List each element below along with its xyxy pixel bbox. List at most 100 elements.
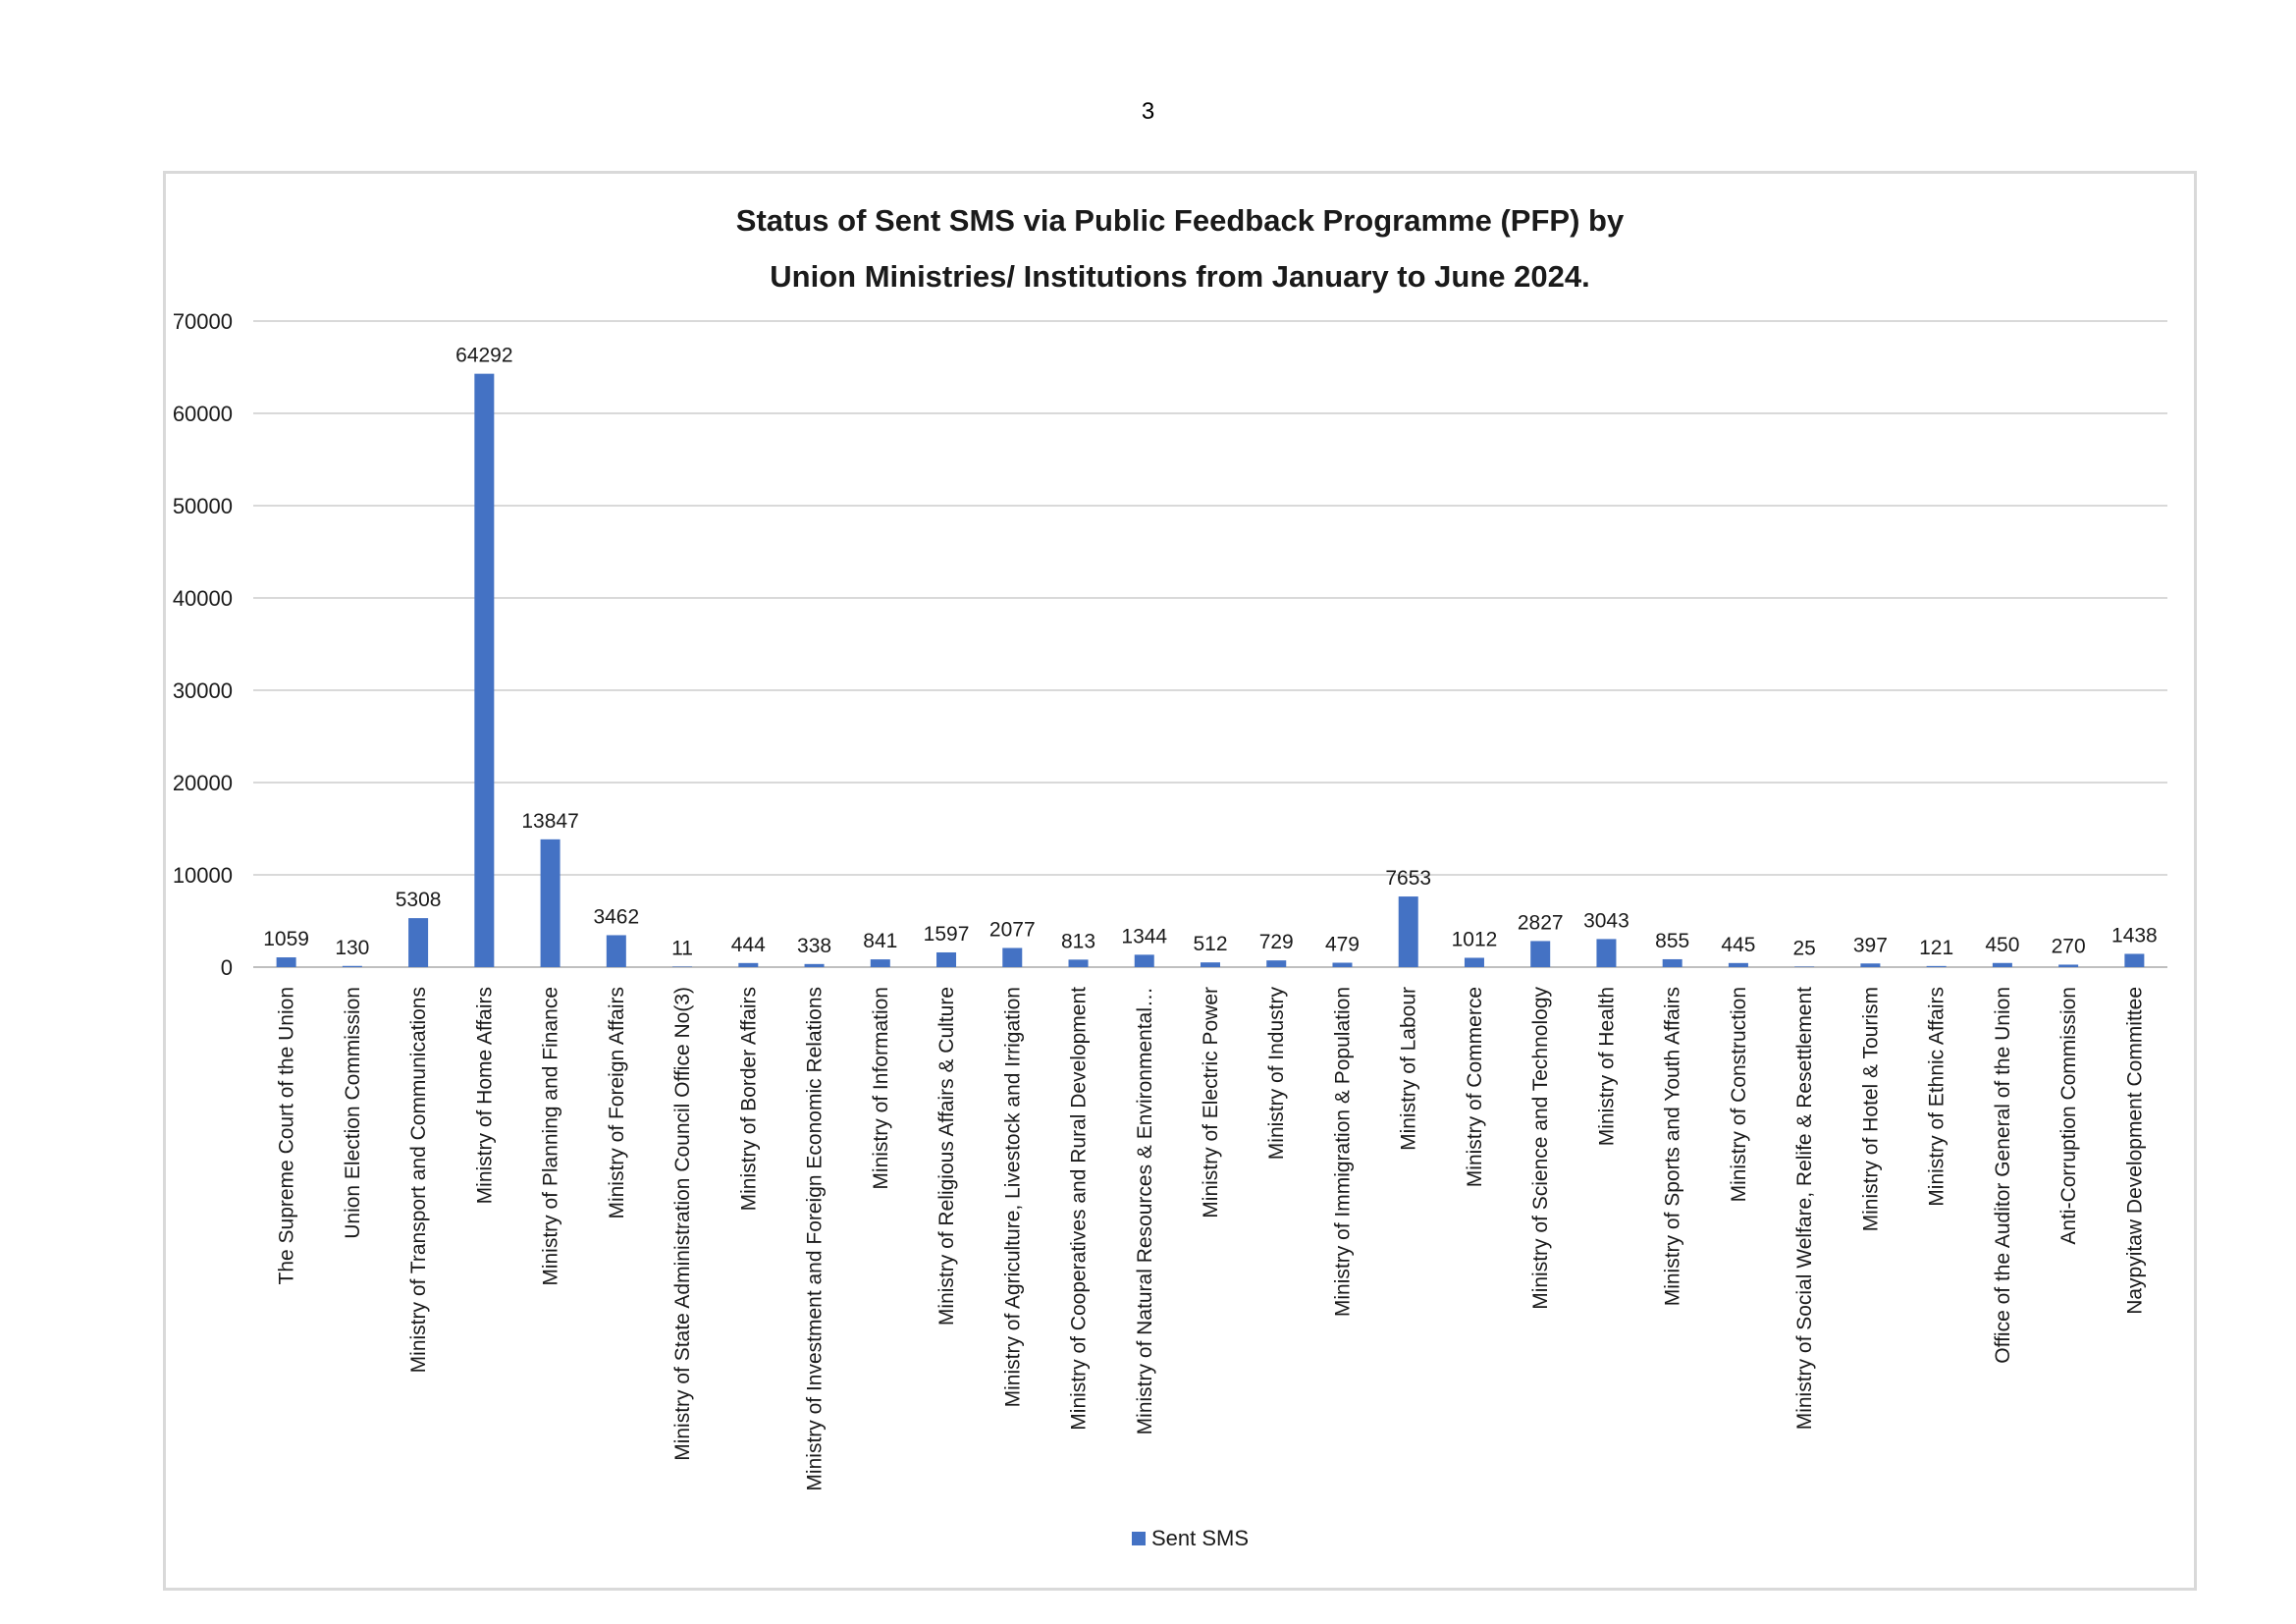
category-label: The Supreme Court of the Union [276,987,298,1285]
data-label: 3462 [593,905,639,928]
data-label: 64292 [455,345,512,367]
data-label: 450 [1985,934,2019,956]
bar [672,966,693,967]
category-label: Ministry of Electric Power [1200,987,1222,1218]
data-label: 2827 [1518,911,1564,934]
data-label: 1059 [263,928,309,950]
bar [1266,960,1287,967]
bar [1926,965,1947,967]
y-tick-label: 70000 [173,309,233,334]
data-label: 25 [1792,938,1815,960]
data-label: 7653 [1385,867,1431,890]
y-tick-label: 50000 [173,494,233,518]
bar [276,957,296,967]
category-label: Anti-Corruption Commission [2057,987,2080,1245]
bar [1794,966,1815,967]
page-number: 3 [1141,98,1155,125]
bars [276,373,2145,967]
chart-title-line-2: Union Ministries/ Institutions from Janu… [770,259,1589,294]
bar [1992,962,2012,967]
y-tick-label: 10000 [173,863,233,888]
category-label: Ministry of Home Affairs [473,987,496,1204]
category-label: Ministry of Transport and Communications [407,987,430,1373]
legend-label: Sent SMS [1151,1526,1249,1550]
category-label: Ministry of Industry [1265,987,1288,1161]
y-tick-label: 30000 [173,678,233,703]
bar [474,373,495,967]
bar [1464,957,1484,967]
category-label: Ministry of Planning and Finance [540,987,562,1286]
bar [2058,964,2079,967]
bar [936,951,957,967]
data-label: 2077 [989,918,1036,941]
legend-swatch [1132,1532,1146,1545]
category-label: Naypyitaw Development Committee [2123,987,2146,1315]
bar [1662,958,1682,967]
data-label: 3043 [1583,909,1629,932]
category-label: Ministry of Labour [1398,987,1420,1151]
data-label: 479 [1325,933,1360,955]
category-label: Union Election Commission [342,987,364,1239]
bar [1860,963,1881,967]
data-label: 1597 [924,923,970,946]
category-label: Ministry of Information [870,987,892,1190]
y-tick-label: 0 [221,955,233,980]
bar [1530,941,1551,967]
y-tick-label: 40000 [173,586,233,611]
bar [1596,939,1617,967]
data-label: 445 [1721,934,1755,956]
data-label: 11 [671,938,693,960]
category-label: Ministry of State Administration Council… [671,987,694,1461]
data-label: 130 [335,937,369,959]
category-label: Ministry of Investment and Foreign Econo… [804,987,827,1491]
category-label: Ministry of Social Welfare, Relife & Res… [1793,987,1816,1430]
category-label: Ministry of Sports and Youth Affairs [1662,987,1684,1306]
bar [2124,953,2145,967]
bar [606,935,626,967]
data-label: 13847 [521,810,578,833]
category-label: Ministry of Construction [1728,987,1750,1202]
category-label: Ministry of Cooperatives and Rural Devel… [1068,987,1091,1431]
bar [1002,947,1023,967]
data-label: 512 [1193,933,1227,955]
bar [1134,954,1154,967]
category-labels: The Supreme Court of the Union Union Elec… [276,987,2147,1491]
bar [1201,962,1220,967]
category-label: Ministry of Ethnic Affairs [1926,987,1949,1207]
data-label: 121 [1919,937,1953,959]
data-label: 1344 [1121,925,1167,947]
category-label: Office of the Auditor General of the Uni… [1992,987,2014,1364]
data-label: 338 [797,935,831,957]
y-tick-label: 60000 [173,402,233,426]
data-label: 270 [2052,935,2086,957]
data-label: 5308 [396,889,442,911]
category-label: Ministry of Health [1595,987,1618,1146]
chart-title-line-1: Status of Sent SMS via Public Feedback P… [736,203,1625,238]
category-label: Ministry of Religious Affairs & Culture [935,987,958,1326]
bar [540,839,561,967]
y-tick-label: 20000 [173,771,233,795]
data-label: 855 [1655,930,1689,952]
data-label: 1012 [1452,928,1498,950]
category-label: Ministry of Agriculture, Livestock and I… [1001,987,1024,1407]
category-label: Ministry of Hotel & Tourism [1859,987,1882,1231]
bar [1398,896,1418,967]
data-label: 397 [1853,934,1888,956]
bar-chart: Status of Sent SMS via Public Feedback P… [173,203,2167,1550]
bar [804,963,825,967]
category-label: Ministry of Immigration & Population [1331,987,1354,1317]
category-label: Ministry of Foreign Affairs [606,987,628,1219]
bar [738,962,759,967]
bar [1728,962,1748,967]
category-label: Ministry of Commerce [1464,987,1486,1187]
chart-frame: Status of Sent SMS via Public Feedback P… [163,171,2197,1591]
gridlines [253,320,2167,968]
y-axis-ticks: 0 10000 20000 30000 40000 50000 60000 70000 [173,309,233,980]
bar [870,959,890,967]
bar [1332,962,1353,967]
category-label: Ministry of Science and Technology [1529,987,1552,1310]
bar [408,918,429,967]
data-label: 729 [1259,931,1294,953]
category-label: Ministry of Border Affairs [737,987,760,1211]
data-labels: 1059 130 5308 64292 13847 3462 11 444 338 841 1597… [263,345,2157,960]
